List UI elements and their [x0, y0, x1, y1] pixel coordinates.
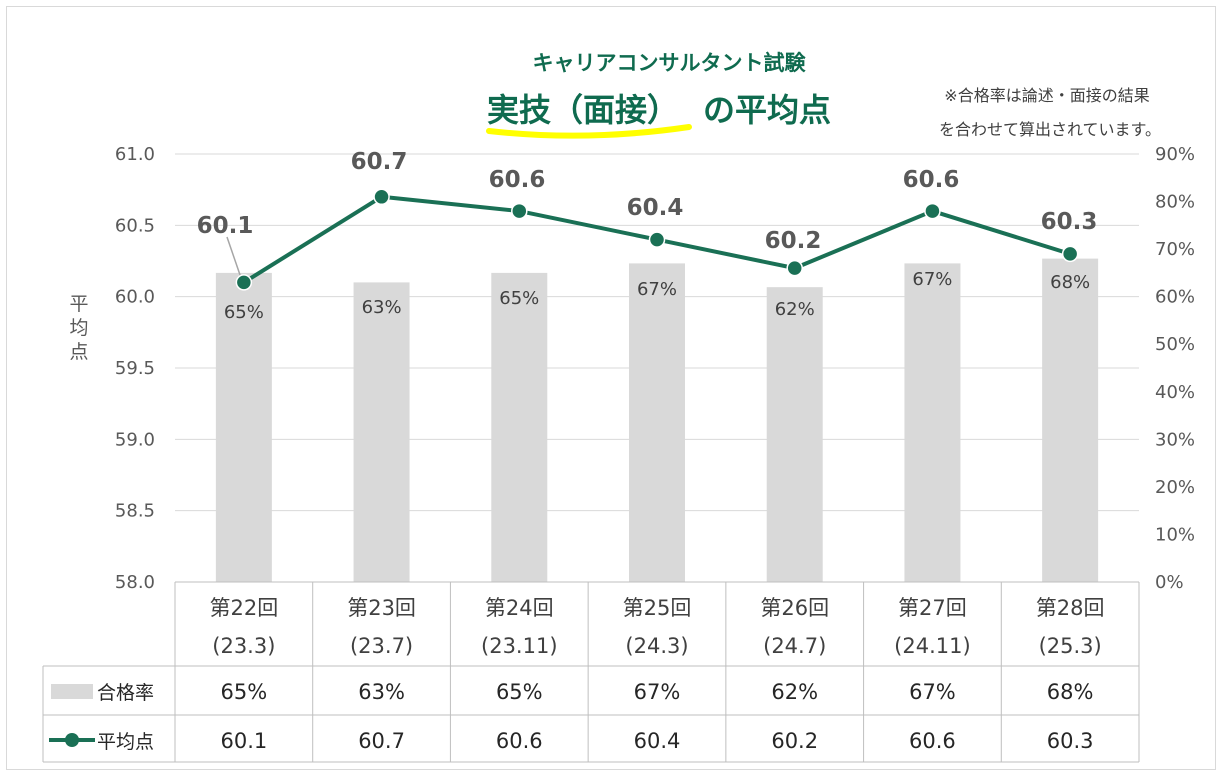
- left-tick-label: 61.0: [115, 144, 155, 165]
- title-highlight-underline: [486, 124, 692, 139]
- legend-key-marker: [65, 733, 79, 747]
- line-marker: [924, 202, 941, 220]
- right-tick-label: 40%: [1155, 382, 1195, 403]
- left-tick-label: 59.5: [115, 358, 155, 379]
- table-cell-pass-rate: 67%: [909, 680, 956, 704]
- category-label-line2: (24.7): [763, 634, 826, 658]
- category-label-line1: 第28回: [1036, 596, 1105, 620]
- right-axis-ticks: 90% 80% 70% 60% 50% 40% 30% 20% 10% 0%: [1155, 144, 1195, 593]
- table-cell-pass-rate: 62%: [771, 680, 818, 704]
- chart-note-line2: を合わせて算出されています。: [939, 120, 1161, 139]
- left-tick-label: 58.5: [115, 501, 155, 522]
- right-tick-label: 30%: [1155, 429, 1195, 450]
- bar-data-label: 65%: [499, 288, 539, 309]
- table-cell-pass-rate: 68%: [1047, 680, 1094, 704]
- right-tick-label: 60%: [1155, 287, 1195, 308]
- chart-title-highlight: 実技（面接）: [487, 91, 679, 129]
- bar-data-label: 67%: [912, 269, 952, 290]
- table-cell-average: 60.3: [1047, 729, 1094, 753]
- category-label-line2: (25.3): [1039, 634, 1102, 658]
- line-data-label: 60.1: [197, 213, 254, 239]
- chart-title-rest: の平均点: [703, 91, 831, 129]
- line-marker: [648, 231, 666, 248]
- label-leader-line: [226, 236, 242, 278]
- left-tick-label: 59.0: [115, 429, 155, 450]
- chart-subtitle: キャリアコンサルタント試験: [533, 51, 807, 75]
- y-axis-label-char: 均: [69, 317, 88, 339]
- y-axis-label: 平均点: [69, 293, 88, 363]
- line-data-label: 60.4: [627, 195, 684, 221]
- category-label-line1: 第26回: [760, 596, 829, 620]
- bar-series: 65% 63% 65% 67% 62% 67% 68%: [215, 258, 1099, 582]
- category-label-line1: 第22回: [209, 596, 278, 620]
- line-marker: [1061, 245, 1079, 263]
- category-label-line1: 第24回: [485, 596, 554, 620]
- right-tick-label: 80%: [1155, 192, 1195, 213]
- left-tick-label: 60.5: [115, 215, 155, 236]
- bar: [215, 272, 272, 582]
- category-label-line1: 第25回: [623, 596, 692, 620]
- category-label-line2: (23.7): [350, 634, 413, 658]
- bar-data-label: 63%: [362, 297, 402, 318]
- table-cell-pass-rate: 63%: [358, 680, 405, 704]
- left-tick-label: 58.0: [115, 572, 155, 593]
- chart-frame: キャリアコンサルタント試験 実技（面接） の平均点 ※合格率は論述・面接の結果 …: [6, 6, 1216, 770]
- table-cell-average: 60.1: [220, 729, 267, 753]
- line-data-label: 60.6: [489, 167, 546, 193]
- line-marker: [373, 188, 390, 206]
- legend-key-bar: [51, 684, 93, 699]
- bar-data-label: 68%: [1050, 272, 1090, 293]
- line-data-label: 60.2: [765, 228, 822, 254]
- table-cell-average: 60.4: [634, 729, 681, 753]
- table-cell-pass-rate: 65%: [221, 680, 268, 704]
- bar: [629, 263, 685, 582]
- data-table: 第22回 (23.3) 65% 60.1 第23回 (23.7) 63% 60.7 第24回 (2…: [42, 581, 1140, 763]
- right-tick-label: 70%: [1155, 239, 1195, 260]
- table-cell-average: 60.6: [496, 729, 543, 753]
- table-cell-average: 60.6: [909, 729, 956, 753]
- bar-data-label: 62%: [775, 299, 815, 320]
- bar-data-label: 65%: [224, 302, 264, 323]
- line-data-label: 60.7: [351, 149, 408, 175]
- line-marker: [511, 202, 528, 220]
- category-label-line2: (23.3): [212, 634, 275, 658]
- right-tick-label: 0%: [1155, 572, 1184, 593]
- chart-svg: キャリアコンサルタント試験 実技（面接） の平均点 ※合格率は論述・面接の結果 …: [42, 51, 1195, 763]
- category-label-line2: (23.11): [481, 634, 558, 658]
- legend-label-pass-rate: 合格率: [97, 682, 154, 704]
- bar: [904, 263, 961, 582]
- y-axis-label-char: 点: [69, 341, 88, 363]
- y-axis-label-char: 平: [69, 293, 88, 315]
- table-cell-pass-rate: 67%: [634, 680, 681, 704]
- category-label-line2: (24.11): [894, 634, 971, 658]
- line-series: 60.1 60.7 60.6 60.4 60.2 60.6 60.3: [197, 149, 1098, 291]
- right-tick-label: 10%: [1155, 524, 1195, 545]
- left-tick-label: 60.0: [115, 287, 155, 308]
- table-cell-pass-rate: 65%: [496, 680, 543, 704]
- category-label-line1: 第27回: [898, 596, 967, 620]
- line-data-label: 60.6: [903, 167, 960, 193]
- bar: [353, 282, 410, 582]
- bar: [766, 287, 823, 582]
- table-cell-average: 60.2: [771, 729, 818, 753]
- bar: [491, 272, 548, 582]
- category-label-line2: (24.3): [625, 634, 688, 658]
- left-axis-ticks: 61.0 60.5 60.0 59.5 59.0 58.5 58.0: [115, 144, 155, 593]
- line-data-label: 60.3: [1041, 209, 1098, 235]
- right-tick-label: 50%: [1155, 334, 1195, 355]
- bar-data-label: 67%: [637, 279, 677, 300]
- right-tick-label: 90%: [1155, 144, 1195, 165]
- line-marker: [786, 259, 803, 277]
- line-marker: [235, 274, 253, 291]
- chart-note-line1: ※合格率は論述・面接の結果: [944, 86, 1149, 105]
- category-label-line1: 第23回: [347, 596, 416, 620]
- table-cell-average: 60.7: [358, 729, 405, 753]
- bar: [1042, 258, 1099, 582]
- legend-label-average: 平均点: [97, 731, 154, 753]
- right-tick-label: 20%: [1155, 477, 1195, 498]
